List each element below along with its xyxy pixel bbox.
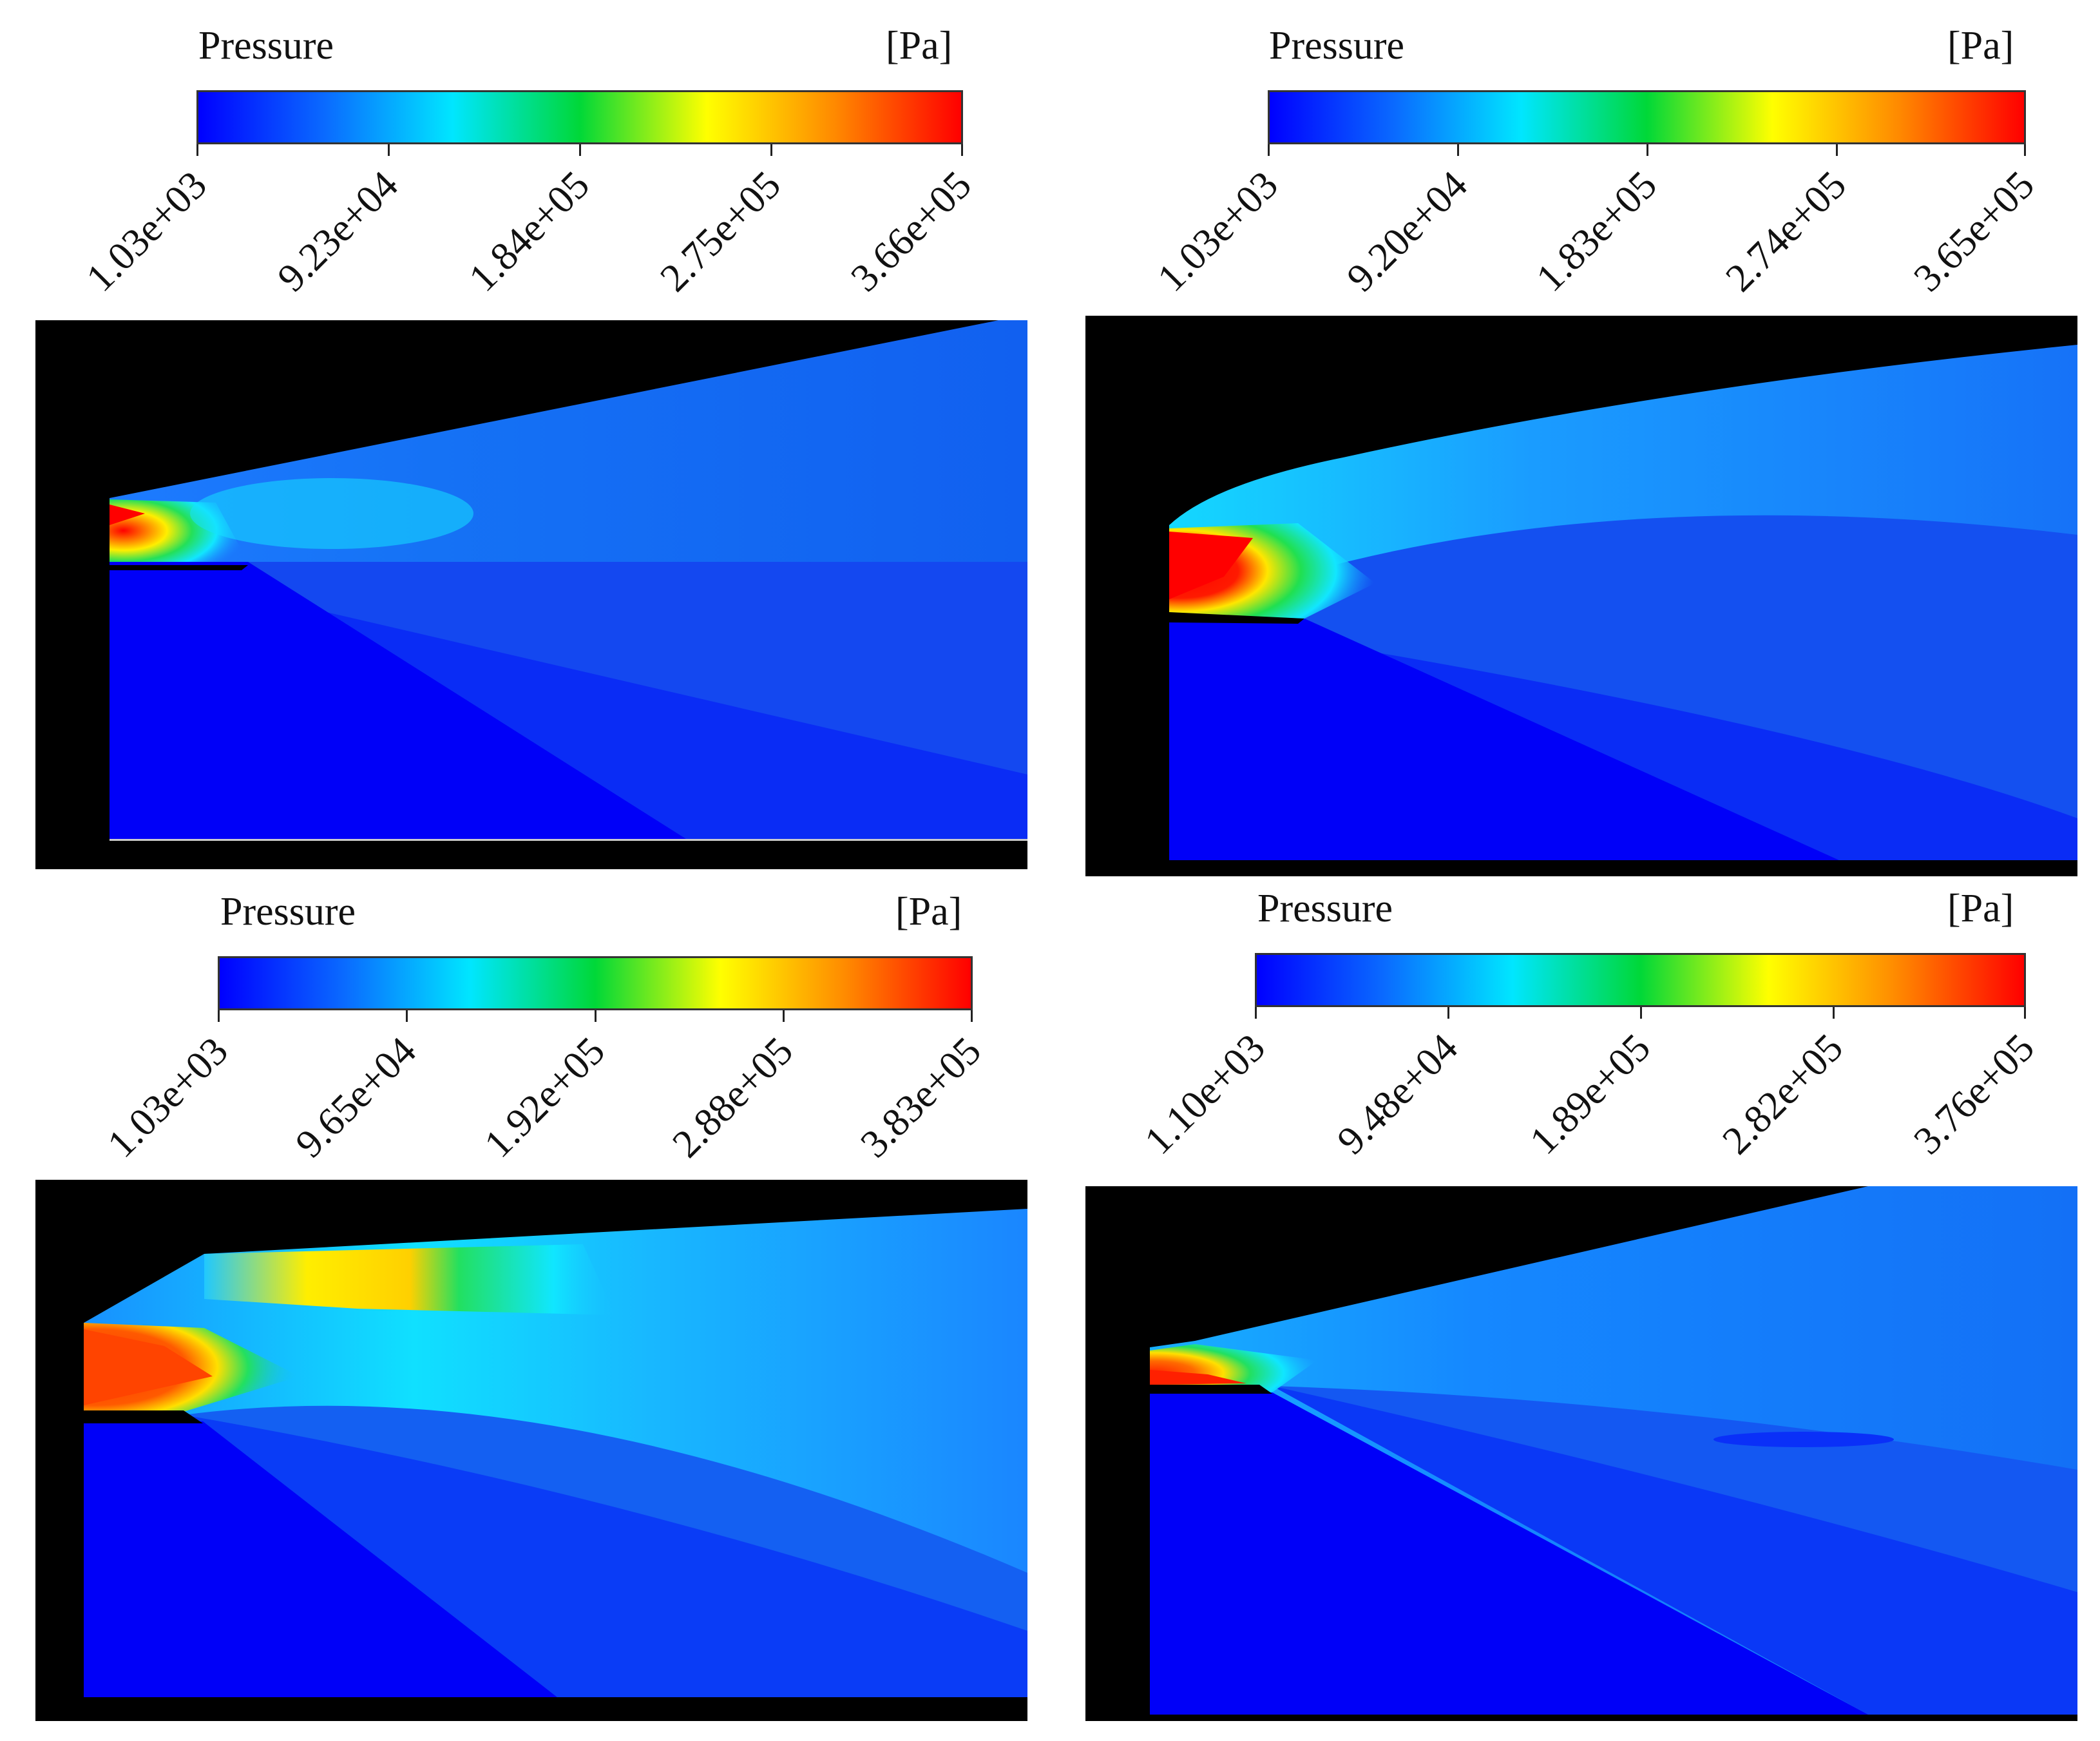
colorbar-tick-label: 3.66e+05 [843, 162, 980, 300]
recirculation-zone [1713, 1432, 1894, 1447]
colorbar [1255, 953, 2026, 1007]
freestream-region [1169, 619, 1839, 860]
colorbar-tick-label: 2.88e+05 [664, 1028, 802, 1166]
colorbar-tick [961, 144, 963, 156]
colorbar-tick-label: 1.03e+03 [99, 1028, 237, 1166]
colorbar-tick-label: 1.03e+03 [1149, 162, 1287, 300]
low-pressure-zone [184, 1415, 1027, 1697]
colorbar-tick [1647, 144, 1648, 156]
colorbar-tick [218, 1010, 220, 1022]
pressure-contour-plot [1085, 1186, 2077, 1721]
colorbar-tick [2024, 1007, 2026, 1019]
pressure-contour-plot [35, 1180, 1027, 1721]
nozzle-wall [1150, 1385, 1272, 1394]
colorbar-tick [388, 144, 390, 156]
domain-boundary [110, 839, 1027, 841]
panel-bottom-left: Pressure [Pa] 1.03e+03 9.65e+04 1.92e+05… [0, 870, 1050, 1741]
hot-core [110, 505, 145, 525]
colorbar-tick [770, 144, 772, 156]
low-pressure-zone [1272, 1386, 2077, 1715]
colorbar-title: Pressure [220, 890, 356, 934]
colorbar-tick [579, 144, 581, 156]
colorbar-tick [1255, 1007, 1257, 1019]
freestream-region [110, 562, 686, 839]
colorbar-unit: [Pa] [1947, 24, 2014, 68]
freestream-region [1150, 1392, 1868, 1715]
colorbar-tick [595, 1010, 597, 1022]
colorbar-tick-label: 1.10e+03 [1136, 1025, 1274, 1163]
colorbar-tick-label: 2.75e+05 [652, 162, 790, 300]
nozzle-wall [110, 565, 248, 570]
colorbar-title: Pressure [1257, 887, 1393, 930]
colorbar-tick-label: 2.74e+05 [1717, 162, 1855, 300]
colorbar-tick [1447, 1007, 1449, 1019]
nozzle-wall [1169, 612, 1304, 624]
panel-top-right: Pressure [Pa] 1.03e+03 9.20e+04 1.83e+05… [1050, 0, 2100, 876]
colorbar-tick [783, 1010, 785, 1022]
colorbar-tick-label: 3.65e+05 [1905, 162, 2043, 300]
colorbar-tick [2024, 144, 2026, 156]
colorbar-tick [406, 1010, 408, 1022]
colorbar-unit: [Pa] [1947, 887, 2014, 930]
freestream-region [84, 1421, 557, 1697]
colorbar-tick [1833, 1007, 1835, 1019]
colorbar-tick-label: 9.23e+04 [269, 162, 407, 300]
colorbar-tick [971, 1010, 973, 1022]
shock-cell [190, 478, 473, 549]
colorbar-tick [1640, 1007, 1642, 1019]
colorbar-tick-label: 1.84e+05 [461, 162, 598, 300]
colorbar-tick-label: 1.89e+05 [1522, 1025, 1659, 1163]
colorbar-tick-label: 1.03e+03 [78, 162, 216, 300]
colorbar-unit: [Pa] [886, 24, 953, 68]
colorbar-tick [196, 144, 198, 156]
colorbar-tick-label: 9.20e+04 [1339, 162, 1476, 300]
colorbar [218, 956, 973, 1010]
colorbar [196, 90, 963, 144]
colorbar-tick-label: 1.92e+05 [476, 1028, 614, 1166]
colorbar-title: Pressure [1269, 24, 1405, 68]
pressure-contour-plot [35, 320, 1027, 869]
panel-bottom-right: Pressure [Pa] 1.10e+03 9.48e+04 1.89e+05… [1050, 870, 2100, 1741]
hot-core [1150, 1370, 1246, 1385]
pressure-contour-plot [1085, 316, 2077, 876]
colorbar-tick-label: 3.76e+05 [1905, 1025, 2043, 1163]
colorbar-title: Pressure [198, 24, 334, 68]
colorbar-tick-label: 2.82e+05 [1714, 1025, 1852, 1163]
colorbar-tick [1457, 144, 1459, 156]
hot-core [1169, 532, 1253, 599]
colorbar-unit: [Pa] [895, 890, 962, 934]
colorbar-tick-label: 3.83e+05 [852, 1028, 990, 1166]
colorbar [1268, 90, 2026, 144]
colorbar-tick [1836, 144, 1838, 156]
panel-top-left: Pressure [Pa] 1.03e+03 9.23e+04 1.84e+05… [0, 0, 1050, 870]
colorbar-tick-label: 1.83e+05 [1528, 162, 1666, 300]
colorbar-tick-label: 9.65e+04 [287, 1028, 425, 1166]
nozzle-wall [84, 1410, 203, 1423]
colorbar-tick-label: 9.48e+04 [1329, 1025, 1467, 1163]
reflected-shock [204, 1244, 615, 1315]
hot-core [84, 1329, 213, 1405]
colorbar-tick [1268, 144, 1270, 156]
